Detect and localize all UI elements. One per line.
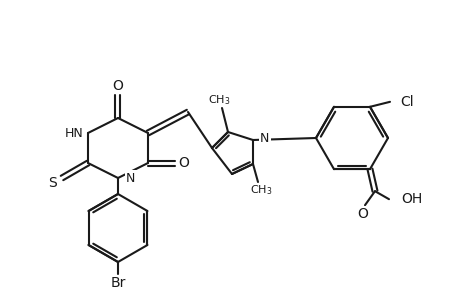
Text: HN: HN	[64, 127, 83, 140]
Text: CH$_3$: CH$_3$	[249, 183, 272, 197]
Text: O: O	[112, 79, 123, 93]
Text: Cl: Cl	[399, 95, 413, 109]
Text: O: O	[178, 156, 189, 170]
Text: Br: Br	[110, 276, 125, 290]
Text: OH: OH	[400, 192, 421, 206]
Text: N: N	[126, 172, 135, 184]
Text: CH$_3$: CH$_3$	[207, 93, 230, 107]
Text: S: S	[49, 176, 57, 190]
Text: N: N	[259, 131, 269, 145]
Text: O: O	[357, 207, 368, 221]
